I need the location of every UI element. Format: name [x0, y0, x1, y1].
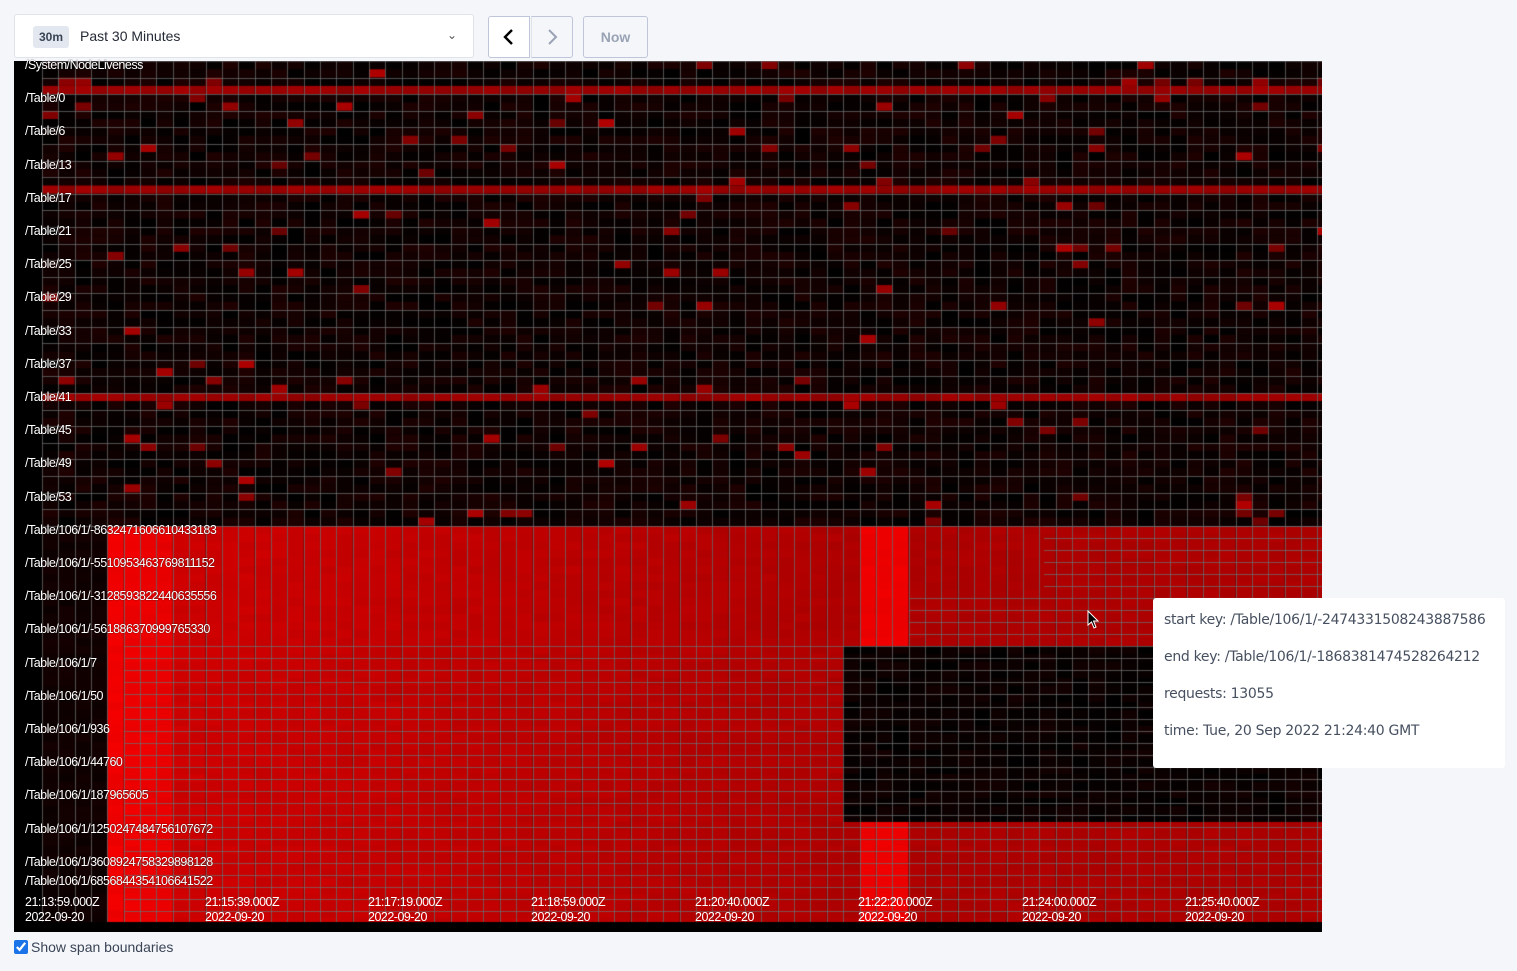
row-label: /Table/106/1/7	[25, 655, 97, 670]
row-label: /Table/106/1/-3128593822440635556	[25, 589, 217, 604]
span-boundaries-toggle[interactable]	[14, 940, 28, 954]
row-label: /Table/21	[25, 224, 72, 238]
tick-time: 21:20:40.000Z	[695, 895, 770, 909]
row-label: /Table/45	[25, 423, 72, 438]
chevron-left-icon	[503, 29, 513, 45]
key-visualizer-heatmap[interactable]	[14, 61, 1322, 932]
tick-date: 2022-09-20	[858, 910, 917, 924]
previous-range-button[interactable]	[488, 16, 530, 58]
tooltip-requests: requests: 13055	[1164, 686, 1274, 702]
row-label: /Table/0	[25, 91, 65, 106]
now-button[interactable]: Now	[583, 16, 648, 58]
show-span-boundaries-label: Show span boundaries	[31, 939, 174, 955]
time-tick-label: 21:18:59.000Z 2022-09-20	[531, 895, 606, 925]
row-label: /Table/13	[25, 157, 72, 172]
row-label: /Table/53	[25, 489, 72, 504]
tick-date: 2022-09-20	[531, 910, 590, 924]
row-label: /Table/106/1/-8632471606610433183	[25, 522, 217, 537]
tick-time: 21:25:40.000Z	[1185, 895, 1260, 909]
row-label: /Table/49	[25, 456, 72, 471]
show-span-boundaries-checkbox[interactable]: Show span boundaries	[14, 939, 173, 955]
row-label: /Table/106/1/6856844354106641522	[25, 874, 213, 888]
tick-time: 21:17:19.000Z	[368, 895, 443, 909]
row-label: /Table/106/1/50	[25, 688, 104, 703]
tick-time: 21:13:59.000Z	[25, 895, 100, 909]
tick-time: 21:15:39.000Z	[205, 895, 280, 909]
range-badge: 30m	[33, 26, 69, 48]
tick-time: 21:18:59.000Z	[531, 895, 606, 909]
tick-time: 21:22:20.000Z	[858, 895, 933, 909]
time-tick-label: 21:17:19.000Z 2022-09-20	[368, 895, 443, 925]
range-label: Past 30 Minutes	[80, 28, 181, 44]
row-label: /Table/37	[25, 356, 72, 371]
time-tick-label: 21:13:59.000Z 2022-09-20	[25, 895, 100, 925]
row-label: /Table/106/1/3608924758329898128	[25, 854, 213, 869]
row-label: /Table/106/1/-5510953463769811152	[25, 556, 215, 570]
row-label: /Table/106/1/1250247484756107672	[25, 821, 213, 836]
cell-tooltip: start key: /Table/106/1/-247433150824388…	[1153, 598, 1505, 768]
time-range-select[interactable]: 30m Past 30 Minutes ⌄	[14, 14, 474, 58]
tick-date: 2022-09-20	[368, 910, 427, 924]
tick-date: 2022-09-20	[25, 910, 84, 924]
tooltip-start-key: start key: /Table/106/1/-247433150824388…	[1164, 612, 1486, 628]
row-label: /Table/6	[25, 124, 65, 139]
row-label: /Table/29	[25, 290, 72, 305]
chevron-right-icon	[548, 29, 558, 45]
tooltip-time: time: Tue, 20 Sep 2022 21:24:40 GMT	[1164, 723, 1420, 739]
row-label: /Table/106/1/44760	[25, 755, 123, 770]
row-label: /Table/106/1/187965605	[25, 788, 149, 803]
row-label: /System/NodeLiveness	[25, 58, 143, 72]
tick-time: 21:24:00.000Z	[1022, 895, 1097, 909]
tick-date: 2022-09-20	[1185, 910, 1244, 924]
row-label: /Table/106/1/-561886370999765330	[25, 622, 210, 637]
mouse-cursor-icon	[1087, 610, 1100, 629]
time-tick-label: 21:24:00.000Z 2022-09-20	[1022, 895, 1097, 925]
row-label: /Table/33	[25, 323, 72, 338]
tick-date: 2022-09-20	[695, 910, 754, 924]
next-range-button[interactable]	[531, 16, 573, 58]
time-tick-label: 21:22:20.000Z 2022-09-20	[858, 895, 933, 925]
time-tick-label: 21:20:40.000Z 2022-09-20	[695, 895, 770, 925]
tick-date: 2022-09-20	[205, 910, 264, 924]
row-label: /Table/17	[25, 190, 72, 205]
row-label: /Table/106/1/936	[25, 722, 110, 736]
row-label: /Table/41	[25, 390, 72, 404]
tooltip-end-key: end key: /Table/106/1/-18683814745282642…	[1164, 649, 1480, 665]
tick-date: 2022-09-20	[1022, 910, 1081, 924]
chevron-down-icon: ⌄	[447, 28, 458, 42]
row-label: /Table/25	[25, 257, 72, 272]
time-tick-label: 21:25:40.000Z 2022-09-20	[1185, 895, 1260, 925]
time-tick-label: 21:15:39.000Z 2022-09-20	[205, 895, 280, 925]
